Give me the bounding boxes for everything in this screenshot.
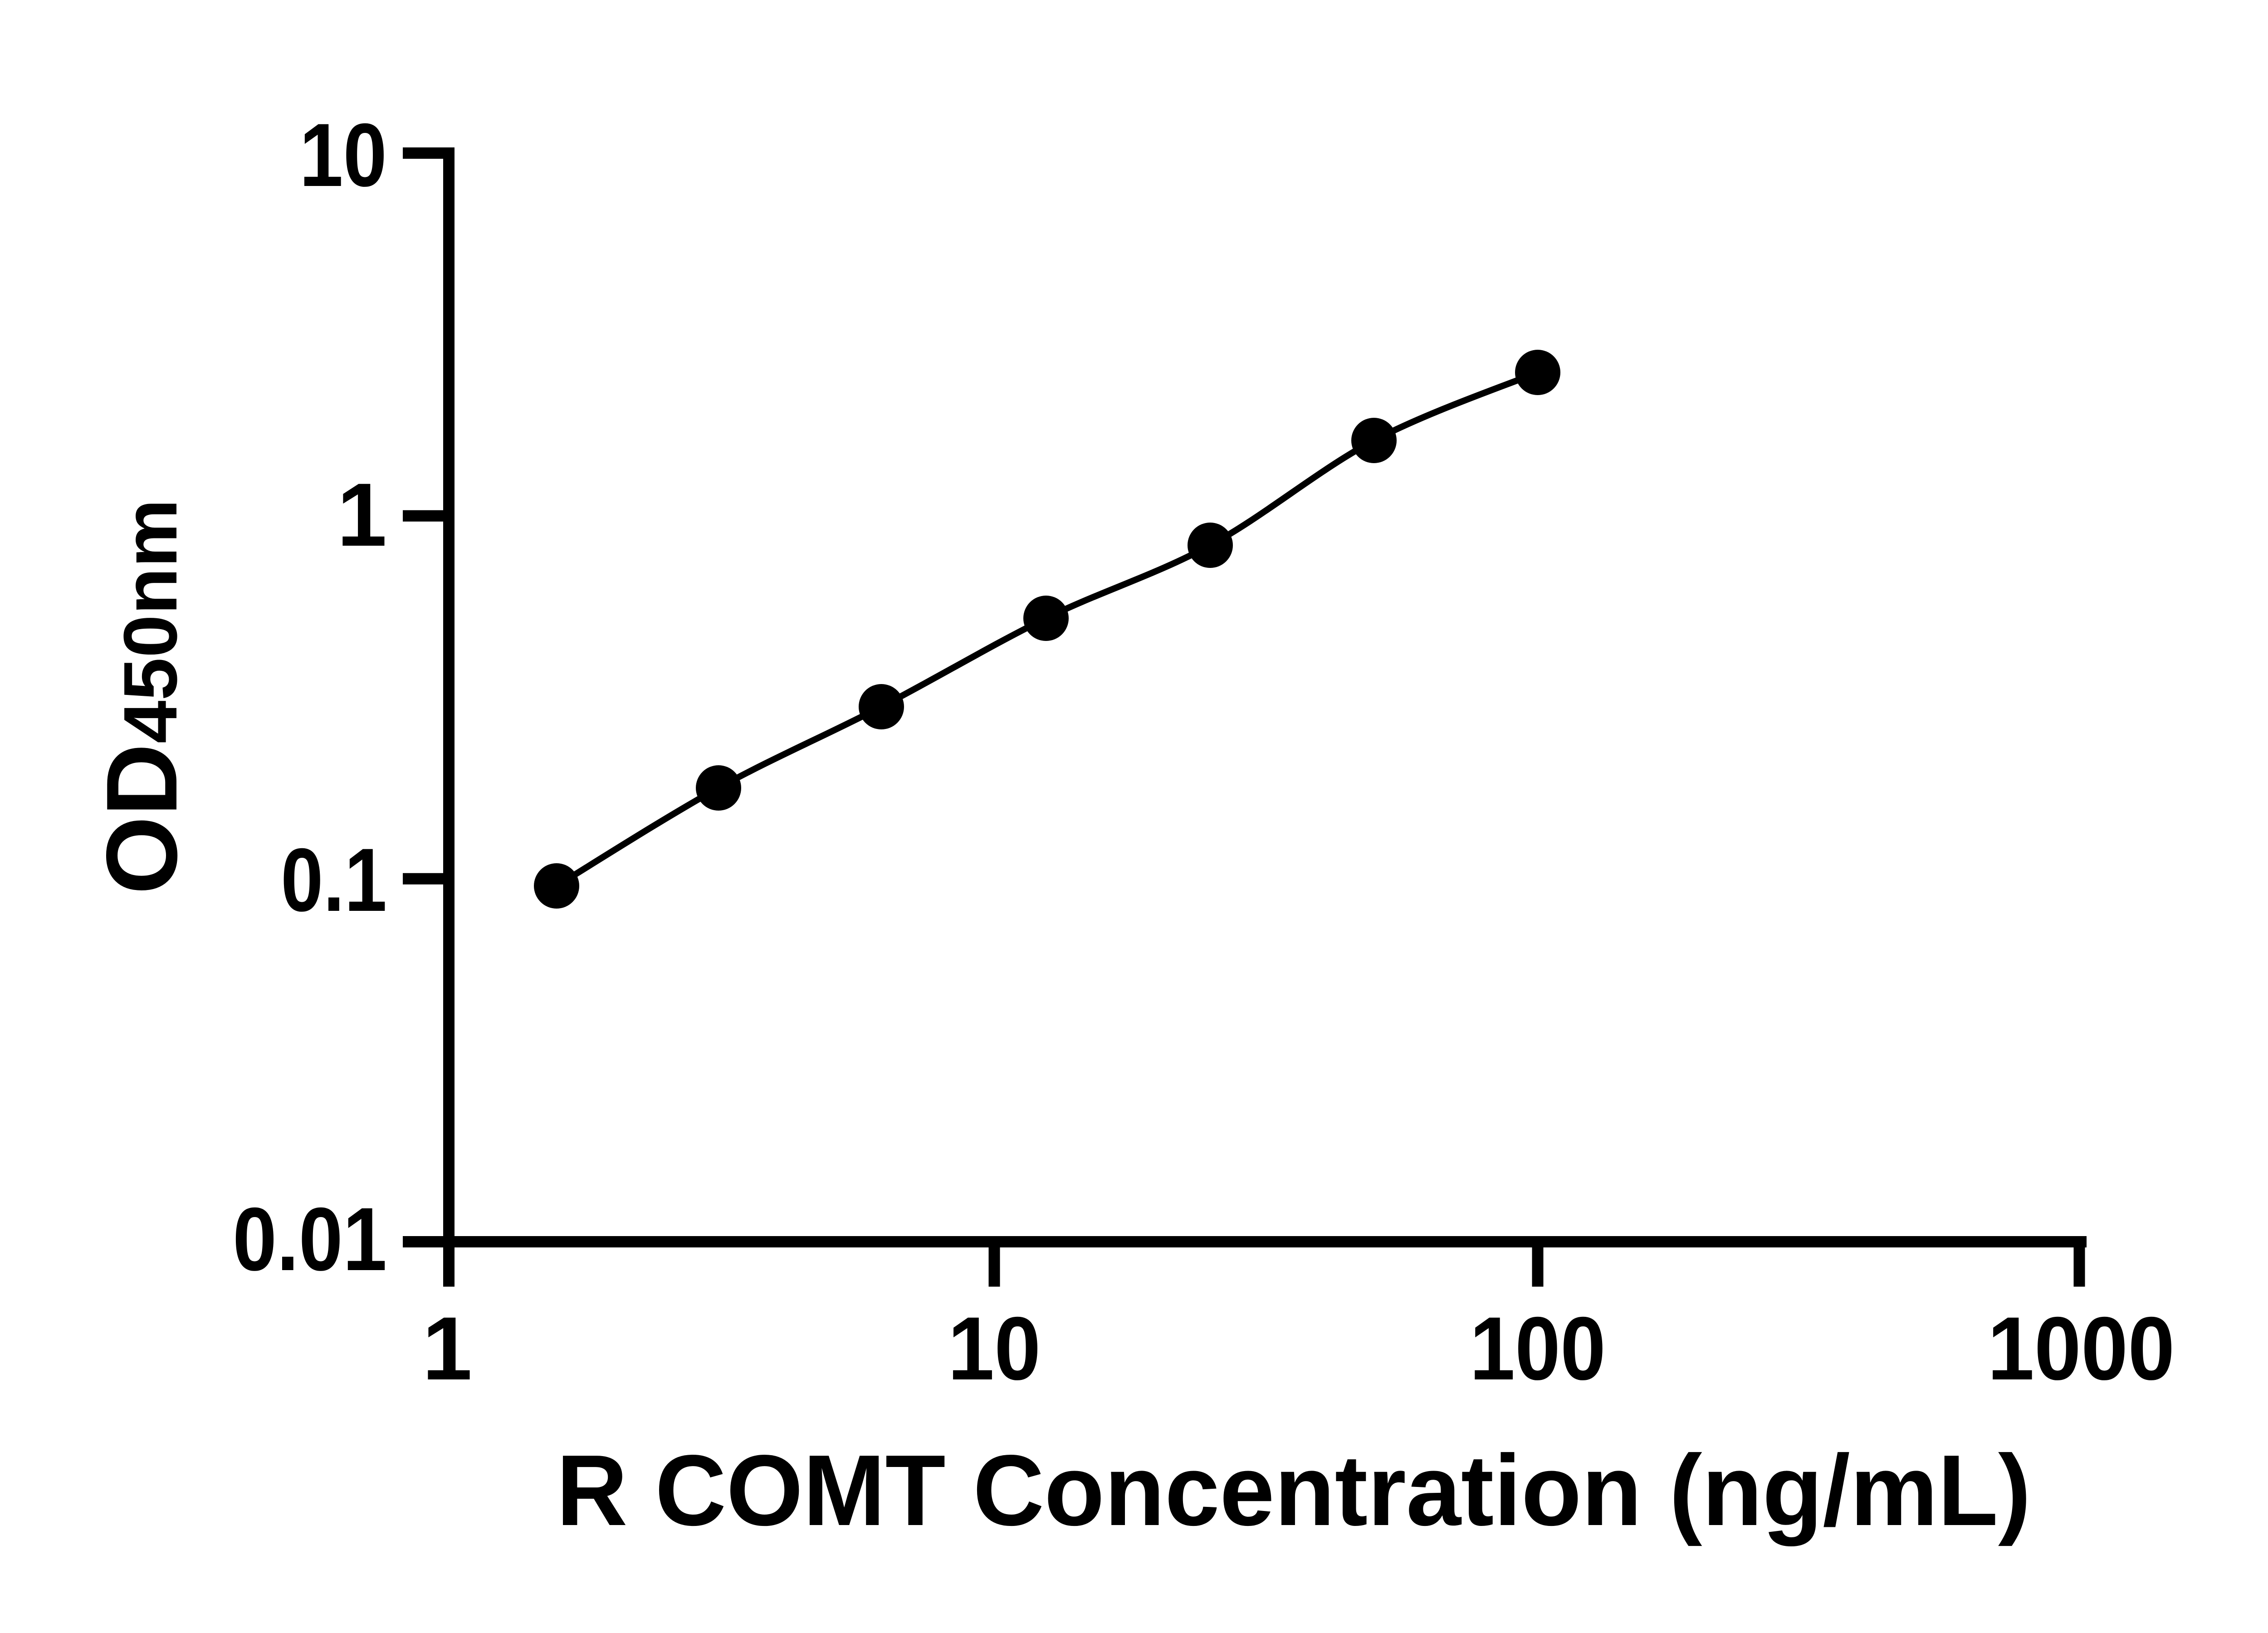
svg-text:R COMT Concentration (ng/mL): R COMT Concentration (ng/mL) [557, 1434, 2031, 1547]
svg-text:1: 1 [337, 464, 387, 565]
svg-text:10: 10 [299, 105, 387, 205]
svg-text:1: 1 [422, 1298, 472, 1398]
svg-text:OD450nm: OD450nm [86, 499, 198, 895]
svg-text:1000: 1000 [1988, 1298, 2175, 1398]
svg-text:0.1: 0.1 [281, 830, 387, 930]
svg-text:10: 10 [948, 1298, 1041, 1398]
svg-text:0.01: 0.01 [233, 1189, 387, 1289]
svg-text:100: 100 [1470, 1298, 1606, 1398]
